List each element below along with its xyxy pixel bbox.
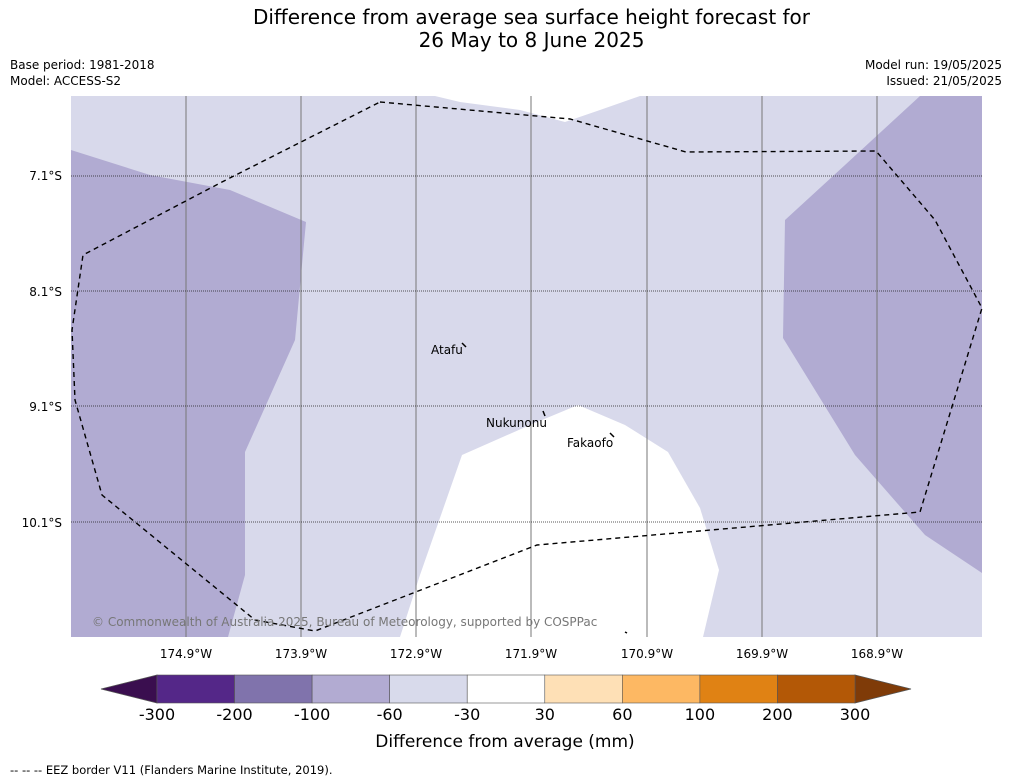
nukunonu-atoll [542,410,546,417]
colorbar-tick-label: 300 [840,705,871,724]
colorbar-bin [466,674,546,704]
colorbar-tick-label: 100 [685,705,716,724]
lat-tick-label: 7.1°S [29,169,62,183]
colorbar-tick-label: -300 [139,705,175,724]
colorbar-tick-label: -60 [377,705,403,724]
chart-title: Difference from average sea surface heig… [0,6,1011,52]
atafu-atoll [461,342,467,348]
longitude-tick-labels: 174.9°W 173.9°W 172.9°W 171.9°W 170.9°W … [160,647,903,661]
lon-tick-label: 174.9°W [160,647,212,661]
colorbar-tick-label: 60 [612,705,632,724]
latitude-tick-labels: 7.1°S 8.1°S 9.1°S 10.1°S [22,169,62,530]
lon-tick-label: 170.9°W [621,647,673,661]
colorbar-bin [156,674,235,704]
place-label-nukunonu: Nukunonu [486,416,547,430]
fakaofo-atoll [609,432,615,438]
anomaly-region-east [783,96,982,573]
model-text: Model: ACCESS-S2 [10,74,122,88]
colorbar-bin [699,674,778,704]
top-notch [435,96,640,122]
colorbar-bin [234,674,313,704]
colorbar-extend-min [100,674,158,704]
lat-tick-label: 8.1°S [29,285,62,299]
swains-island [624,631,628,634]
lon-tick-label: 169.9°W [736,647,788,661]
island-marks [461,342,628,634]
title-line-2: 26 May to 8 June 2025 [418,28,645,52]
anomaly-region-near-average [400,405,719,637]
lon-tick-label: 171.9°W [505,647,557,661]
meta-left: Base period: 1981-2018 Model: ACCESS-S2 [10,57,155,89]
colorbar-tick-label: 30 [535,705,555,724]
map-panel: Atafu Nukunonu Fakaofo © Commonwealth of… [71,96,983,637]
eez-border [71,101,983,632]
place-label-atafu: Atafu [431,343,463,357]
eez-footnote: -- -- -- EEZ border V11 (Flanders Marine… [10,763,333,777]
colorbar-tick-label: 200 [762,705,793,724]
colorbar-bin [622,674,701,704]
issued-text: Issued: 21/05/2025 [886,74,1002,88]
place-label-fakaofo: Fakaofo [567,436,613,450]
lat-tick-label: 10.1°S [22,516,62,530]
copyright-text: © Commonwealth of Australia 2025, Bureau… [92,615,597,629]
colorbar-bin [777,674,856,704]
model-run-text: Model run: 19/05/2025 [864,58,1002,72]
colorbar-tick-label: -200 [216,705,252,724]
colorbar-label: Difference from average (mm) [375,732,634,752]
title-line-1: Difference from average sea surface heig… [252,5,811,29]
longitude-gridlines [185,96,878,637]
lon-tick-label: 172.9°W [390,647,442,661]
lon-tick-label: 173.9°W [275,647,327,661]
meta-right: Model run: 19/05/2025 Issued: 21/05/2025 [865,57,1002,89]
colorbar-extend-max [854,674,912,704]
colorbar-bin [544,674,623,704]
base-period-text: Base period: 1981-2018 [10,58,155,72]
anomaly-region-west [71,150,306,637]
lon-tick-label: 168.9°W [851,647,903,661]
colorbar-bin [389,674,468,704]
colorbar: -300 -200 -100 -60 -30 30 60 100 200 300 [100,674,912,724]
colorbar-tick-label: -30 [454,705,480,724]
lat-tick-label: 9.1°S [29,400,62,414]
colorbar-bin [311,674,390,704]
colorbar-tick-label: -100 [294,705,330,724]
